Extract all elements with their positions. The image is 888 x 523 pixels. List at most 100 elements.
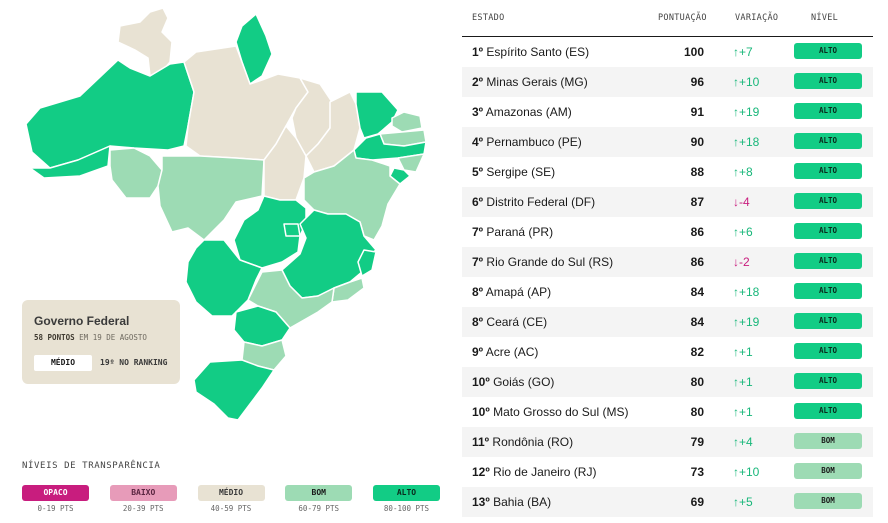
row-state: 10º Goiás (GO) [472, 375, 554, 389]
row-variation: ↑+18 [733, 135, 760, 149]
map-state-RS[interactable] [193, 359, 275, 421]
legend-pill-baixo: BAIXO [109, 485, 177, 501]
legend-item-bom: BOM 60-79 PTS [285, 485, 353, 513]
map-state-MG[interactable] [281, 209, 377, 299]
header-variation[interactable]: VARIAÇÃO [735, 13, 779, 23]
row-state: 8º Ceará (CE) [472, 315, 547, 329]
table-row[interactable]: 2º Minas Gerais (MG) 96 ↑+10 ALTO [462, 67, 873, 97]
row-variation: ↑+1 [733, 375, 753, 389]
map-state-RN[interactable] [391, 111, 423, 133]
row-points: 80 [690, 375, 704, 389]
table-row[interactable]: 11º Rondônia (RO) 79 ↑+4 BOM [462, 427, 873, 457]
row-level-badge: ALTO [794, 223, 862, 239]
legend-title: NÍVEIS DE TRANSPARÊNCIA [22, 461, 161, 471]
row-points: 100 [683, 45, 704, 59]
legend-item-medio: MÉDIO 40-59 PTS [197, 485, 265, 513]
table-header: ESTADO PONTUAÇÃO VARIAÇÃO NÍVEL [462, 0, 873, 37]
row-level-badge: ALTO [794, 133, 862, 149]
legend-item-alto: ALTO 80-100 PTS [373, 485, 440, 513]
brazil-map [0, 0, 450, 450]
legend-range-baixo: 20-39 PTS [122, 504, 164, 513]
row-rank: 7º [472, 255, 484, 269]
row-rank: 3º [472, 105, 484, 119]
map-state-RO[interactable] [109, 147, 163, 199]
row-level-badge: ALTO [794, 343, 862, 359]
map-state-MT[interactable] [157, 155, 265, 241]
row-points: 84 [690, 315, 704, 329]
federal-points: 58 PONTOS [34, 333, 75, 342]
table-row[interactable]: 5º Sergipe (SE) 88 ↑+8 ALTO [462, 157, 873, 187]
table-row[interactable]: 6º Distrito Federal (DF) 87 ↓-4 ALTO [462, 187, 873, 217]
row-level-badge: BOM [794, 433, 862, 449]
row-level-badge: ALTO [794, 43, 862, 59]
table-row[interactable]: 10º Mato Grosso do Sul (MS) 80 ↑+1 ALTO [462, 397, 873, 427]
map-state-AP[interactable] [235, 13, 273, 85]
table-row[interactable]: 13º Bahia (BA) 69 ↑+5 BOM [462, 487, 873, 517]
row-rank: 4º [472, 135, 484, 149]
row-variation: ↑+4 [733, 435, 753, 449]
row-state: 4º Pernambuco (PE) [472, 135, 582, 149]
row-state-name: Goiás (GO) [493, 375, 555, 389]
legend-pill-alto: ALTO [373, 485, 440, 501]
row-variation: ↑+8 [733, 165, 753, 179]
map-state-AL[interactable] [397, 153, 425, 173]
row-variation: ↑+5 [733, 495, 753, 509]
legend-item-opaco: OPACO 0-19 PTS [22, 485, 89, 513]
row-level-badge: ALTO [794, 193, 862, 209]
row-variation: ↑+1 [733, 405, 753, 419]
table-row[interactable]: 3º Amazonas (AM) 91 ↑+19 ALTO [462, 97, 873, 127]
map-state-MS[interactable] [185, 239, 263, 317]
map-state-CE[interactable] [355, 91, 399, 139]
row-points: 91 [690, 105, 704, 119]
row-state-name: Distrito Federal (DF) [486, 195, 596, 209]
row-level-badge: ALTO [794, 73, 862, 89]
row-rank: 10º [472, 405, 490, 419]
row-state-name: Minas Gerais (MG) [486, 75, 588, 89]
row-level-badge: ALTO [794, 313, 862, 329]
row-points: 79 [690, 435, 704, 449]
map-state-ES[interactable] [357, 249, 377, 277]
map-state-AC[interactable] [29, 145, 111, 179]
map-state-RR[interactable] [117, 7, 173, 77]
table-row[interactable]: 7º Rio Grande do Sul (RS) 86 ↓-2 ALTO [462, 247, 873, 277]
row-state-name: Amapá (AP) [485, 285, 552, 299]
header-points[interactable]: PONTUAÇÃO [658, 13, 707, 23]
brazil-map-svg [25, 7, 427, 421]
row-state: 7º Rio Grande do Sul (RS) [472, 255, 613, 269]
row-variation: ↑+7 [733, 45, 753, 59]
header-state[interactable]: ESTADO [472, 13, 505, 23]
table-row[interactable]: 4º Pernambuco (PE) 90 ↑+18 ALTO [462, 127, 873, 157]
row-points: 69 [690, 495, 704, 509]
row-level-badge: ALTO [794, 163, 862, 179]
row-level-badge: ALTO [794, 103, 862, 119]
ranking-table: ESTADO PONTUAÇÃO VARIAÇÃO NÍVEL 1º Espír… [462, 0, 873, 517]
row-points: 90 [690, 135, 704, 149]
table-row[interactable]: 8º Amapá (AP) 84 ↑+18 ALTO [462, 277, 873, 307]
map-state-AM[interactable] [25, 59, 195, 169]
row-rank: 8º [472, 315, 484, 329]
row-state-name: Ceará (CE) [486, 315, 548, 329]
row-level-badge: ALTO [794, 253, 862, 269]
map-state-GO[interactable] [233, 195, 307, 269]
table-row[interactable]: 8º Ceará (CE) 84 ↑+19 ALTO [462, 307, 873, 337]
row-points: 80 [690, 405, 704, 419]
row-state-name: Mato Grosso do Sul (MS) [493, 405, 629, 419]
table-row[interactable]: 1º Espírito Santo (ES) 100 ↑+7 ALTO [462, 37, 873, 67]
row-state: 10º Mato Grosso do Sul (MS) [472, 405, 628, 419]
row-points: 86 [690, 255, 704, 269]
table-row[interactable]: 12º Rio de Janeiro (RJ) 73 ↑+10 BOM [462, 457, 873, 487]
table-row[interactable]: 10º Goiás (GO) 80 ↑+1 ALTO [462, 367, 873, 397]
row-variation: ↑+1 [733, 345, 753, 359]
row-rank: 6º [472, 195, 484, 209]
row-points: 86 [690, 225, 704, 239]
table-row[interactable]: 9º Acre (AC) 82 ↑+1 ALTO [462, 337, 873, 367]
row-level-badge: ALTO [794, 283, 862, 299]
row-level-badge: BOM [794, 493, 862, 509]
table-row[interactable]: 7º Paraná (PR) 86 ↑+6 ALTO [462, 217, 873, 247]
legend-pill-medio: MÉDIO [197, 485, 265, 501]
header-level[interactable]: NÍVEL [811, 13, 839, 23]
row-state-name: Pernambuco (PE) [486, 135, 582, 149]
row-variation: ↑+6 [733, 225, 753, 239]
map-state-DF[interactable] [283, 223, 301, 237]
row-variation: ↓-2 [733, 255, 750, 269]
